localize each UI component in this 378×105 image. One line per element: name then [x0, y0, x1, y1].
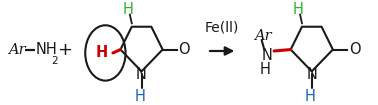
Text: O: O: [178, 42, 190, 57]
Text: O: O: [349, 42, 360, 57]
Text: N: N: [262, 48, 273, 63]
Text: Fe(ll): Fe(ll): [204, 20, 239, 34]
Text: 2: 2: [51, 56, 57, 66]
Text: N: N: [136, 67, 147, 82]
Text: H: H: [305, 89, 316, 104]
Text: +: +: [57, 41, 72, 59]
Text: H: H: [122, 2, 133, 17]
Text: NH: NH: [36, 42, 57, 57]
Text: Ar: Ar: [8, 43, 26, 57]
Text: H: H: [293, 2, 304, 17]
Text: N: N: [306, 67, 317, 82]
Text: H: H: [260, 62, 271, 77]
Text: H: H: [135, 89, 146, 104]
Text: Ar: Ar: [254, 29, 271, 43]
Text: H: H: [96, 45, 108, 60]
